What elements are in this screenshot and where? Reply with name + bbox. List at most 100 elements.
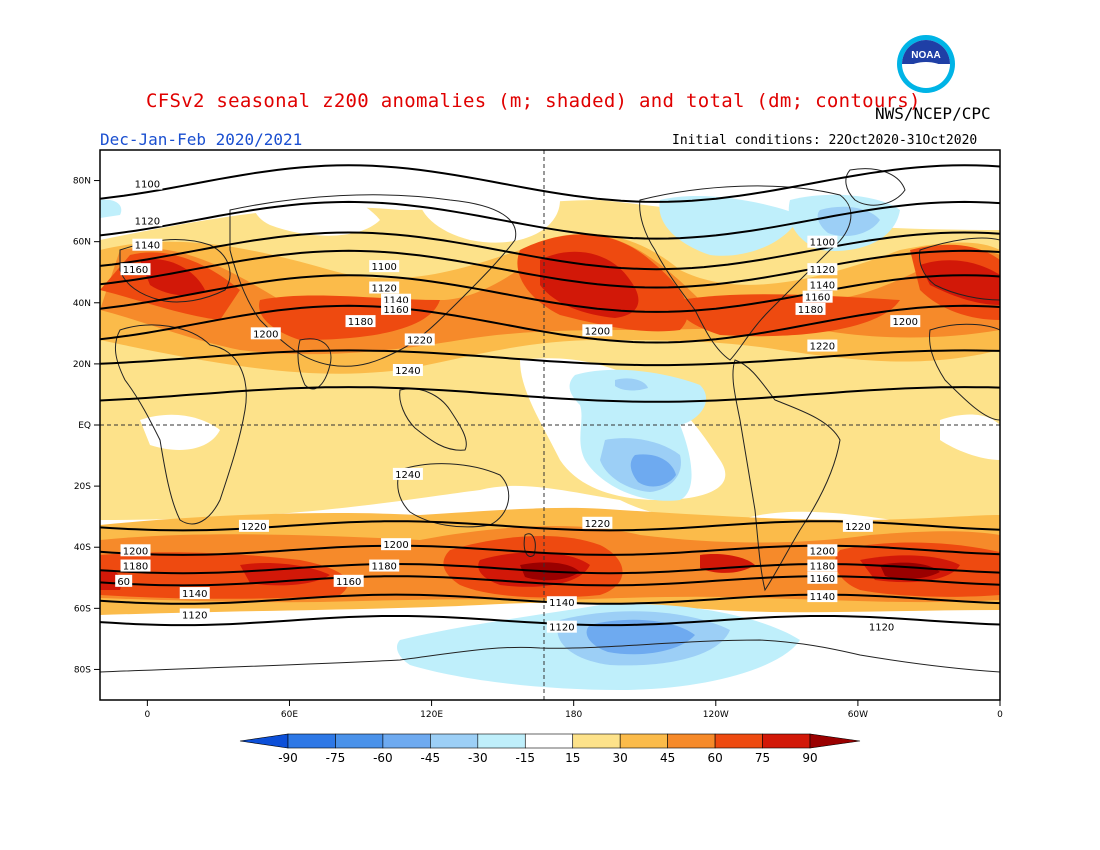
contour-1160 (100, 575, 1000, 587)
svg-text:1220: 1220 (845, 522, 870, 533)
svg-text:1140: 1140 (182, 589, 207, 600)
lon-tick-label: 180 (565, 710, 582, 720)
colorbar: -90 -75 -60 -45 -30 -15 15 30 45 60 75 90 (239, 733, 861, 765)
svg-text:1100: 1100 (135, 180, 160, 191)
contour-1140 (100, 231, 1000, 271)
contour-1220 (100, 349, 1000, 367)
contour-label: 1120 (179, 608, 210, 621)
colorbar-tick-label: -60 (373, 751, 393, 765)
svg-text:1180: 1180 (371, 562, 396, 573)
colorbar-swatch (667, 733, 716, 749)
contour-label: 1180 (369, 559, 400, 573)
longitude-axis: 0 60E 120E 180 120W 60W 0 (145, 700, 1003, 720)
colorbar-arrow-left (239, 733, 289, 749)
colorbar-tick-label: -15 (515, 751, 535, 765)
season-label: Dec-Jan-Feb 2020/2021 (100, 130, 303, 149)
contour-label: 1100 (807, 235, 838, 249)
colorbar-arrow-right (809, 733, 861, 749)
map-title: CFSv2 seasonal z200 anomalies (m; shaded… (146, 90, 921, 112)
contour-label: 1140 (381, 293, 412, 307)
contour-1180 (100, 274, 1000, 313)
lat-tick-label: 20S (74, 482, 91, 492)
colorbar-tick-label: 75 (755, 751, 770, 765)
svg-text:1100: 1100 (371, 262, 396, 273)
contour-label: 1140 (132, 238, 163, 252)
svg-text:1220: 1220 (585, 519, 610, 530)
svg-text:1240: 1240 (395, 366, 420, 377)
contour-label: 60 (115, 574, 133, 588)
contour-label: 1220 (582, 516, 613, 530)
svg-text:1160: 1160 (805, 293, 830, 304)
svg-text:1120: 1120 (182, 610, 207, 621)
contour-label: 1140 (546, 596, 577, 609)
initial-conditions-label: Initial conditions: 22Oct2020-31Oct2020 (672, 133, 978, 148)
contour-label: 1100 (132, 177, 163, 191)
colorbar-tick-label: 45 (660, 751, 675, 765)
lon-tick-label: 60E (281, 710, 298, 720)
contour-label: 1200 (890, 315, 921, 328)
svg-text:1200: 1200 (253, 329, 278, 340)
contour-label: 1140 (179, 587, 210, 600)
colorbar-tick-label: -30 (468, 751, 488, 765)
lon-tick-label: 0 (997, 710, 1003, 720)
svg-text:1200: 1200 (123, 546, 148, 557)
contour-label: 1200 (807, 544, 838, 557)
contour-label: 1140 (807, 278, 838, 291)
svg-text:1160: 1160 (123, 265, 148, 276)
contour-label: 1100 (369, 260, 400, 273)
contour-label: 1160 (802, 290, 833, 304)
svg-text:1220: 1220 (241, 522, 266, 533)
lat-tick-label: EQ (78, 421, 91, 431)
svg-text:1220: 1220 (407, 335, 432, 346)
colorbar-swatch (714, 733, 763, 749)
svg-text:1120: 1120 (371, 284, 396, 295)
svg-text:1120: 1120 (135, 216, 160, 227)
svg-text:1140: 1140 (810, 280, 835, 291)
contour-label: 1220 (238, 519, 269, 533)
contour-label: 1120 (866, 620, 897, 634)
colorbar-swatch (762, 733, 811, 749)
colorbar-swatch (382, 733, 431, 749)
contour-1160 (100, 249, 1000, 289)
latitude-axis: 80N 60N 40N 20N EQ 20S 40S 60S 80S (73, 177, 100, 675)
contour-label: 1180 (345, 315, 376, 328)
lon-tick-label: 120W (703, 710, 729, 720)
contour-1240 (100, 386, 1000, 403)
svg-text:1100: 1100 (810, 238, 835, 249)
contour-1200 (100, 304, 1000, 344)
svg-text:1120: 1120 (810, 265, 835, 276)
contour-label: 1120 (132, 214, 163, 227)
svg-text:1200: 1200 (585, 326, 610, 337)
colorbar-swatch (335, 733, 384, 749)
svg-text:60: 60 (117, 577, 130, 588)
svg-text:1140: 1140 (135, 241, 160, 252)
colorbar-swatch (524, 733, 574, 749)
map-gridlines (100, 150, 1000, 700)
colorbar-swatch (619, 733, 668, 749)
contour-1200 (100, 544, 1000, 556)
contour-label: 1120 (807, 263, 838, 276)
contour-label: 1160 (333, 574, 364, 588)
noaa-logo: NOAA (897, 35, 955, 93)
contour-label: 1240 (392, 467, 423, 481)
contour-1100 (100, 164, 1000, 203)
colorbar-swatch (430, 733, 479, 749)
agency-label: NWS/NCEP/CPC (875, 104, 991, 123)
contour-label: 1240 (392, 364, 423, 377)
contour-label: 1180 (795, 302, 826, 316)
svg-text:1140: 1140 (810, 592, 835, 603)
svg-text:1180: 1180 (798, 305, 823, 316)
svg-text:1220: 1220 (810, 342, 835, 353)
colorbar-tick-label: -45 (421, 751, 441, 765)
noaa-logo-text: NOAA (911, 50, 940, 61)
svg-text:1120: 1120 (869, 623, 894, 634)
contour-label: 1200 (381, 538, 412, 551)
contour-label: 1160 (807, 571, 838, 585)
contour-label: 1120 (369, 281, 400, 295)
contour-label: 1160 (120, 263, 151, 276)
lat-tick-label: 80S (74, 665, 91, 675)
svg-text:1160: 1160 (810, 574, 835, 585)
svg-text:1140: 1140 (549, 598, 574, 609)
colorbar-swatch (572, 733, 621, 749)
